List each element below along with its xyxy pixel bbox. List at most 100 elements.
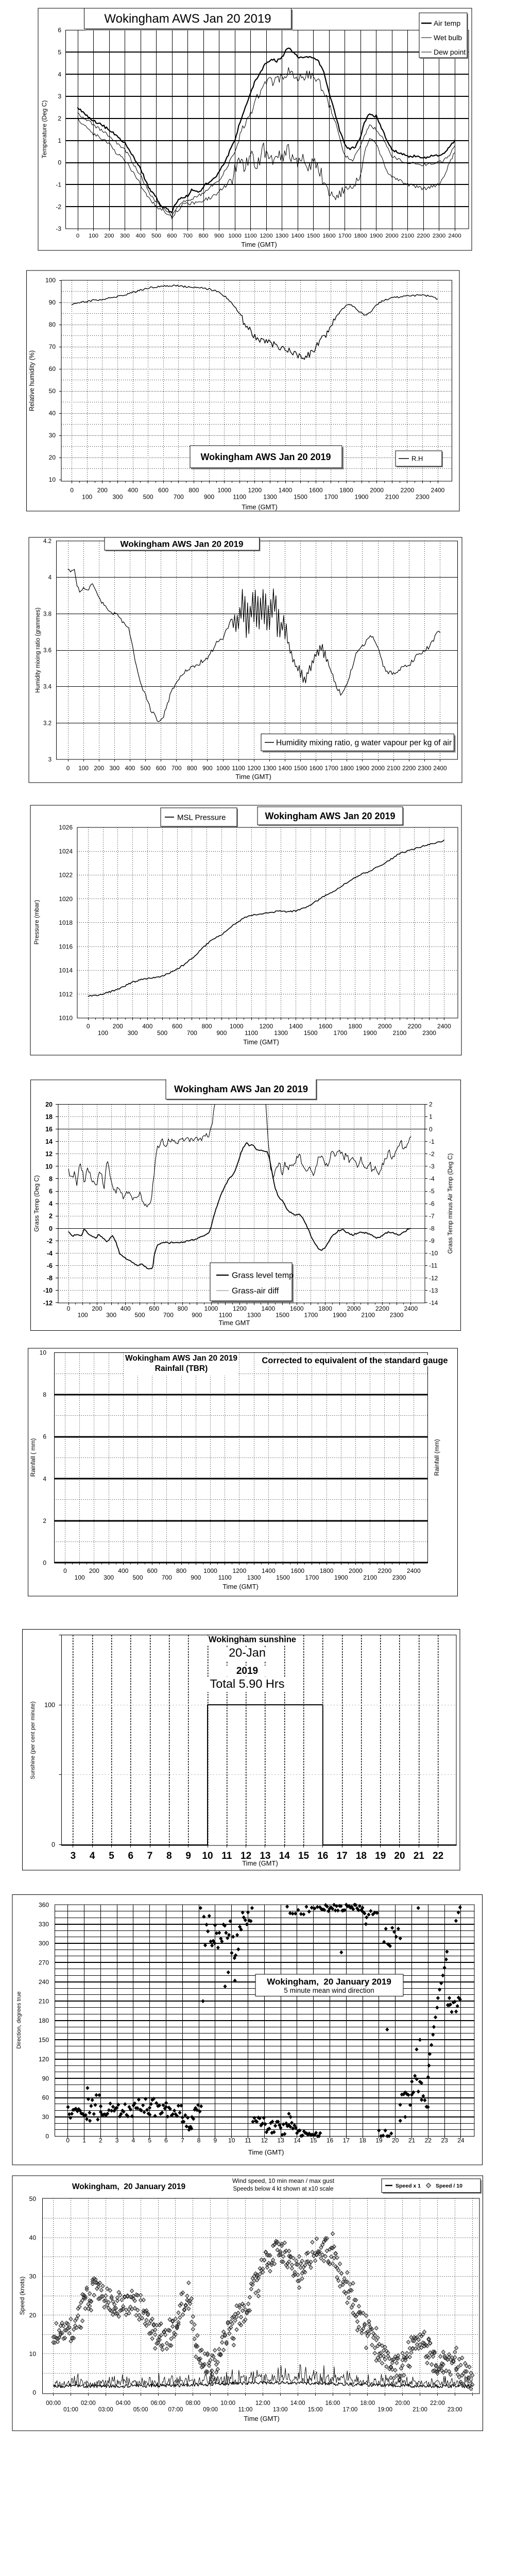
svg-text:Time (GMT): Time (GMT) xyxy=(242,503,278,511)
svg-text:23: 23 xyxy=(441,2137,448,2144)
svg-text:600: 600 xyxy=(172,1023,182,1030)
svg-text:6: 6 xyxy=(43,1433,46,1440)
svg-text:21: 21 xyxy=(408,2137,416,2144)
svg-text:20: 20 xyxy=(45,1101,53,1108)
svg-text:18: 18 xyxy=(45,1113,53,1121)
svg-text:-8: -8 xyxy=(47,1275,53,1282)
svg-text:50: 50 xyxy=(49,387,56,395)
svg-text:Rainfall ( mm): Rainfall ( mm) xyxy=(29,1438,37,1477)
svg-text:1200: 1200 xyxy=(260,233,272,239)
svg-text:-10: -10 xyxy=(429,1250,438,1257)
svg-text:4: 4 xyxy=(43,1475,46,1482)
svg-text:100: 100 xyxy=(78,1312,88,1319)
svg-text:210: 210 xyxy=(39,1998,49,2005)
svg-text:1600: 1600 xyxy=(290,1567,304,1574)
svg-text:05:00: 05:00 xyxy=(133,2407,148,2413)
svg-text:700: 700 xyxy=(187,1029,197,1037)
svg-text:1014: 1014 xyxy=(59,967,73,974)
svg-text:200: 200 xyxy=(104,233,114,239)
svg-text:1000: 1000 xyxy=(204,1305,218,1312)
svg-text:1800: 1800 xyxy=(339,487,353,494)
svg-text:90: 90 xyxy=(49,299,56,306)
svg-text:18:00: 18:00 xyxy=(360,2400,375,2406)
svg-text:12:00: 12:00 xyxy=(255,2400,270,2406)
svg-text:-14: -14 xyxy=(429,1299,438,1307)
svg-text:19: 19 xyxy=(375,1851,386,1861)
svg-text:Wokingham, 20 January 2019: Wokingham, 20 January 2019 xyxy=(267,1977,391,1987)
svg-text:Grass level temp: Grass level temp xyxy=(232,1272,294,1280)
svg-text:300: 300 xyxy=(112,494,123,501)
svg-text:2200: 2200 xyxy=(375,1305,389,1312)
svg-text:6: 6 xyxy=(49,1188,53,1195)
svg-text:1600: 1600 xyxy=(322,233,335,239)
svg-text:30: 30 xyxy=(49,432,56,439)
svg-text:-13: -13 xyxy=(429,1287,438,1294)
svg-text:0: 0 xyxy=(66,2137,70,2144)
svg-text:400: 400 xyxy=(135,233,145,239)
svg-text:1100: 1100 xyxy=(232,765,245,772)
svg-text:1010: 1010 xyxy=(59,1014,73,1022)
svg-text:22:00: 22:00 xyxy=(430,2400,445,2406)
svg-text:1020: 1020 xyxy=(59,895,73,903)
svg-text:4.2: 4.2 xyxy=(43,538,52,545)
svg-text:Time (GMT): Time (GMT) xyxy=(243,1038,279,1046)
svg-text:2300: 2300 xyxy=(390,1312,404,1319)
svg-text:Wokingham, 20 January 2019: Wokingham, 20 January 2019 xyxy=(72,2182,186,2191)
svg-text:20:00: 20:00 xyxy=(395,2400,410,2406)
svg-text:5 minute mean wind direction: 5 minute mean wind direction xyxy=(284,1987,374,1994)
svg-text:-9: -9 xyxy=(429,1238,435,1245)
svg-text:Wokingham AWS Jan 20 2019: Wokingham AWS Jan 20 2019 xyxy=(200,452,331,462)
svg-text:500: 500 xyxy=(143,494,153,501)
svg-text:21:00: 21:00 xyxy=(413,2407,427,2413)
svg-text:10: 10 xyxy=(228,2137,235,2144)
svg-text:1022: 1022 xyxy=(59,872,73,879)
svg-text:16: 16 xyxy=(317,1851,328,1861)
svg-text:4: 4 xyxy=(132,2137,135,2144)
svg-text:1016: 1016 xyxy=(59,943,73,950)
svg-text:2200: 2200 xyxy=(378,1567,392,1574)
svg-text:8: 8 xyxy=(166,1851,172,1861)
svg-text:200: 200 xyxy=(97,487,108,494)
svg-text:Wet bulb: Wet bulb xyxy=(434,33,462,42)
svg-text:1800: 1800 xyxy=(320,1567,334,1574)
svg-text:6: 6 xyxy=(164,2137,168,2144)
svg-text:400: 400 xyxy=(142,1023,152,1030)
svg-text:06:00: 06:00 xyxy=(151,2400,166,2406)
svg-text:20: 20 xyxy=(49,454,56,461)
svg-text:7: 7 xyxy=(181,2137,184,2144)
svg-text:10: 10 xyxy=(45,1163,53,1170)
svg-text:1600: 1600 xyxy=(309,487,323,494)
svg-text:-2: -2 xyxy=(47,1238,53,1245)
svg-text:200: 200 xyxy=(94,765,104,772)
svg-text:20: 20 xyxy=(29,2312,37,2319)
svg-text:Temperature (Deg C): Temperature (Deg C) xyxy=(41,100,48,159)
svg-text:2000: 2000 xyxy=(385,233,398,239)
svg-text:900: 900 xyxy=(191,1574,201,1581)
svg-text:10: 10 xyxy=(40,1349,47,1357)
svg-text:2: 2 xyxy=(43,1517,46,1524)
svg-text:0: 0 xyxy=(32,2389,36,2396)
svg-text:2400: 2400 xyxy=(448,233,461,239)
svg-text:1200: 1200 xyxy=(233,1305,247,1312)
svg-text:1300: 1300 xyxy=(247,1574,261,1581)
svg-text:1100: 1100 xyxy=(219,1312,232,1319)
svg-text:24: 24 xyxy=(457,2137,465,2144)
svg-text:2200: 2200 xyxy=(400,487,414,494)
svg-text:1900: 1900 xyxy=(333,1312,347,1319)
svg-text:900: 900 xyxy=(204,494,214,501)
svg-text:700: 700 xyxy=(183,233,193,239)
svg-text:Time GMT: Time GMT xyxy=(219,1319,250,1327)
svg-text:1700: 1700 xyxy=(305,1574,319,1581)
svg-text:1400: 1400 xyxy=(291,233,304,239)
svg-text:1100: 1100 xyxy=(218,1574,232,1581)
svg-text:2300: 2300 xyxy=(392,1574,406,1581)
svg-text:500: 500 xyxy=(151,233,161,239)
svg-text:1500: 1500 xyxy=(307,233,320,239)
svg-text:1900: 1900 xyxy=(356,765,370,772)
svg-text:Wokingham sunshine: Wokingham sunshine xyxy=(209,1635,296,1645)
svg-text:MSL Pressure: MSL Pressure xyxy=(177,814,226,822)
svg-text:200: 200 xyxy=(92,1305,102,1312)
svg-text:600: 600 xyxy=(147,1567,158,1574)
svg-text:Wokingham AWS Jan 20 2019: Wokingham AWS Jan 20 2019 xyxy=(174,1083,308,1094)
svg-text:1100: 1100 xyxy=(244,233,257,239)
